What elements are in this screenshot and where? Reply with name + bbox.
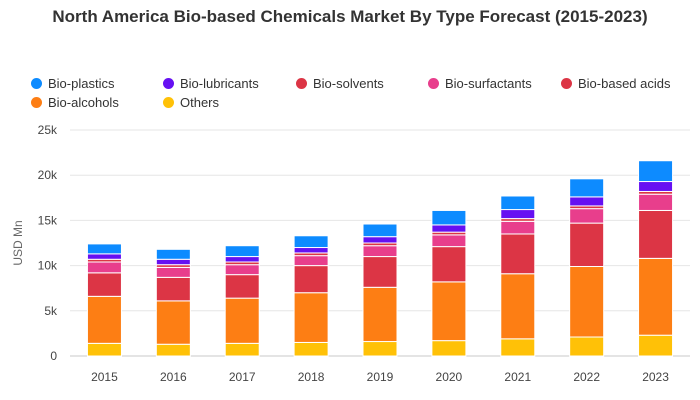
bar-segment: [362, 223, 398, 238]
bar-segment: [293, 292, 329, 343]
legend-item-bio-surfactants[interactable]: Bio-surfactants: [428, 76, 532, 91]
bar-segment: [362, 341, 398, 357]
legend-swatch: [163, 78, 174, 89]
y-tick-label: 25k: [38, 123, 58, 137]
y-tick-label: 0: [50, 349, 57, 363]
bar-segment: [293, 235, 329, 249]
x-tick-label: 2022: [573, 370, 600, 384]
bar-segment: [155, 343, 191, 357]
legend-swatch: [296, 78, 307, 89]
legend-item-bio-lubricants[interactable]: Bio-lubricants: [163, 76, 259, 91]
legend-item-bio-solvents[interactable]: Bio-solvents: [296, 76, 384, 91]
legend-swatch: [561, 78, 572, 89]
bar-segment: [155, 276, 191, 302]
bar-segment: [293, 265, 329, 294]
bar-segment: [638, 257, 674, 336]
bar-segment: [431, 340, 467, 357]
bar-segment: [569, 178, 605, 198]
x-tick-label: 2017: [229, 370, 256, 384]
x-tick-label: 2019: [367, 370, 394, 384]
bar-segment: [569, 208, 605, 224]
legend-label: Bio-surfactants: [445, 76, 532, 91]
bar-segment: [86, 253, 122, 260]
bar-segment: [86, 272, 122, 297]
legend-label: Bio-plastics: [48, 76, 115, 91]
legend-swatch: [31, 78, 42, 89]
bar-segment: [638, 193, 674, 211]
bar-segment: [224, 264, 260, 276]
bar-segment: [638, 334, 674, 357]
bar-segment: [500, 233, 536, 275]
bar-segment: [431, 281, 467, 342]
y-tick-label: 20k: [38, 168, 58, 182]
x-tick-label: 2015: [91, 370, 118, 384]
bar-segment: [293, 341, 329, 357]
bar-segment: [362, 256, 398, 288]
bar-segment: [362, 245, 398, 258]
y-tick-label: 5k: [44, 304, 58, 318]
bar-segment: [569, 222, 605, 268]
bar-segment: [431, 246, 467, 283]
legend-swatch: [31, 97, 42, 108]
legend-item-bio-alcohols[interactable]: Bio-alcohols: [31, 95, 119, 110]
legend-label: Bio-alcohols: [48, 95, 119, 110]
legend-item-bio-based-acids[interactable]: Bio-based acids: [561, 76, 671, 91]
bar-segment: [155, 266, 191, 278]
bar-segment: [500, 338, 536, 357]
legend-label: Bio-based acids: [578, 76, 671, 91]
legend-swatch: [428, 78, 439, 89]
x-tick-label: 2021: [504, 370, 531, 384]
y-tick-label: 15k: [38, 213, 58, 227]
bar-segment: [155, 300, 191, 345]
bar-segment: [638, 209, 674, 259]
bar-segment: [293, 255, 329, 267]
y-tick-label: 10k: [38, 259, 58, 273]
bar-segment: [362, 236, 398, 244]
bar-segment: [224, 297, 260, 344]
bar-segment: [362, 286, 398, 343]
legend-label: Bio-solvents: [313, 76, 384, 91]
chart-title: North America Bio-based Chemicals Market…: [52, 7, 648, 26]
legend-swatch: [163, 97, 174, 108]
bar-segment: [431, 234, 467, 248]
bar-segment: [155, 248, 191, 260]
legend-label: Others: [180, 95, 220, 110]
legend-item-bio-plastics[interactable]: Bio-plastics: [31, 76, 114, 91]
y-axis-label: USD Mn: [11, 220, 25, 265]
bar-segment: [86, 295, 122, 344]
bar-segment: [431, 209, 467, 226]
bar-segment: [569, 336, 605, 357]
bar-segment: [638, 160, 674, 183]
legend-item-others[interactable]: Others: [163, 95, 219, 110]
x-tick-label: 2023: [642, 370, 669, 384]
bar-segment: [431, 224, 467, 233]
bar-segment: [293, 247, 329, 254]
bar-segment: [638, 181, 674, 192]
bar-segment: [224, 245, 260, 258]
x-tick-label: 2016: [160, 370, 187, 384]
bar-segment: [569, 266, 605, 338]
bar-segment: [500, 220, 536, 235]
x-tick-label: 2018: [298, 370, 325, 384]
x-tick-label: 2020: [436, 370, 463, 384]
bar-segment: [155, 258, 191, 266]
bar-segment: [569, 196, 605, 207]
bar-segment: [500, 273, 536, 340]
legend-label: Bio-lubricants: [180, 76, 259, 91]
bar-segment: [224, 342, 260, 357]
bar-segment: [500, 209, 536, 220]
bar-segment: [224, 256, 260, 263]
bar-segment: [86, 261, 122, 274]
bar-segment: [86, 342, 122, 357]
bar-segment: [500, 195, 536, 211]
bar-segment: [224, 274, 260, 299]
bar-segment: [86, 243, 122, 255]
